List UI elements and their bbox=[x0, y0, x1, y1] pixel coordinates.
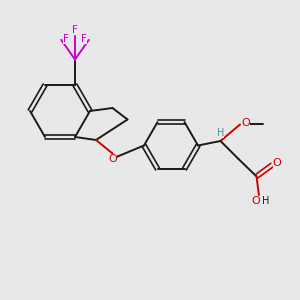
Text: F: F bbox=[72, 25, 78, 34]
Text: O: O bbox=[108, 154, 117, 164]
Text: O: O bbox=[273, 158, 282, 168]
Text: F: F bbox=[63, 34, 69, 44]
Text: O: O bbox=[251, 196, 260, 206]
Text: F: F bbox=[81, 34, 87, 44]
Text: O: O bbox=[241, 118, 250, 128]
Text: H: H bbox=[217, 128, 224, 138]
Text: H: H bbox=[262, 196, 269, 206]
